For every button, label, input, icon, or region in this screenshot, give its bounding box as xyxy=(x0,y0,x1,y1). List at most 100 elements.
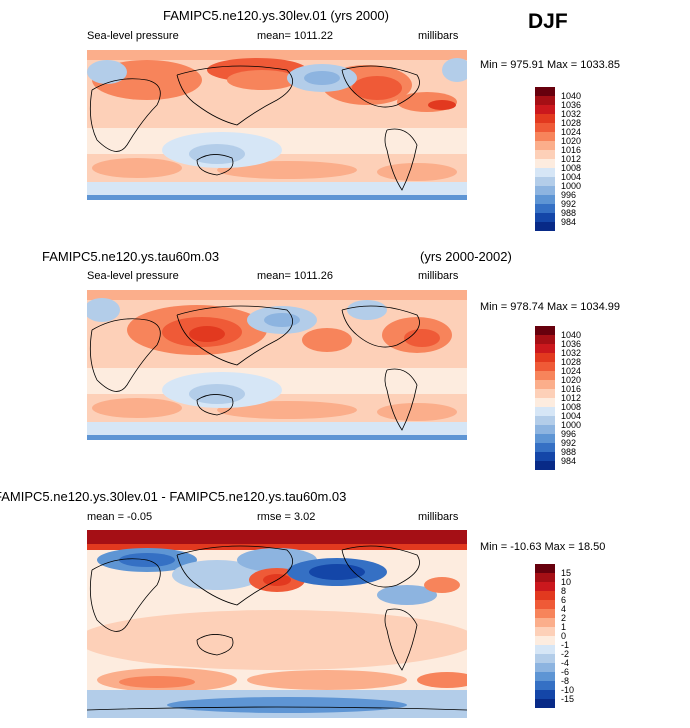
colorbar-label: 1012 xyxy=(561,154,582,164)
colorbar-cell xyxy=(535,699,555,708)
colorbar-cell xyxy=(535,452,555,461)
colorbar-cell xyxy=(535,141,555,150)
colorbar-cell xyxy=(535,150,555,159)
colorbar-label: 0 xyxy=(561,631,567,641)
colorbar-cell xyxy=(535,690,555,699)
colorbar-label: 988 xyxy=(561,208,577,218)
colorbar-label: -15 xyxy=(561,694,575,704)
colorbar-cell xyxy=(535,663,555,672)
colorbar-cell xyxy=(535,195,555,204)
colorbar-cell xyxy=(535,186,555,195)
colorbar-cell xyxy=(535,461,555,470)
panel3-mean: mean = -0.05 xyxy=(87,511,153,523)
colorbar-label: 984 xyxy=(561,456,577,466)
panel2-title: FAMIPC5.ne120.ys.tau60m.03 xyxy=(42,249,220,264)
colorbar-label: 1028 xyxy=(561,118,582,128)
colorbar-cell xyxy=(535,222,555,231)
season-label: DJF xyxy=(528,10,568,33)
panel2-years: (yrs 2000-2002) xyxy=(420,249,512,264)
colorbar-cell xyxy=(535,105,555,114)
colorbar-cell xyxy=(535,609,555,618)
colorbar-cell xyxy=(535,407,555,416)
colorbar-label: 4 xyxy=(561,604,567,614)
colorbar-label: 1008 xyxy=(561,402,582,412)
panel2-variable: Sea-level pressure xyxy=(87,270,179,282)
colorbar-cell xyxy=(535,618,555,627)
colorbar-label: 1000 xyxy=(561,181,582,191)
colorbar-label: 2 xyxy=(561,613,567,623)
colorbar-label: 1000 xyxy=(561,420,582,430)
panel3-rmse: rmse = 3.02 xyxy=(257,511,316,523)
colorbar-label: 992 xyxy=(561,199,577,209)
panel1-colorbar: 1040 1036 1032 1028 1024 1020 1016 1012 … xyxy=(535,87,605,239)
colorbar-label: 996 xyxy=(561,190,577,200)
colorbar-cell xyxy=(535,114,555,123)
colorbar-cell xyxy=(535,398,555,407)
colorbar-cell xyxy=(535,335,555,344)
panel1-variable: Sea-level pressure xyxy=(87,30,179,42)
panel1-map xyxy=(87,50,467,200)
colorbar-cell xyxy=(535,434,555,443)
colorbar-cell xyxy=(535,636,555,645)
colorbar-cell xyxy=(535,371,555,380)
colorbar-cell xyxy=(535,600,555,609)
colorbar-cell xyxy=(535,425,555,434)
colorbar-cell xyxy=(535,168,555,177)
colorbar-label: -1 xyxy=(561,640,570,650)
panel2-map xyxy=(87,290,467,440)
panel3-minmax: Min = -10.63 Max = 18.50 xyxy=(480,541,606,553)
colorbar-label: 1024 xyxy=(561,366,582,376)
colorbar-label: 1008 xyxy=(561,163,582,173)
panel3-map xyxy=(87,530,467,718)
colorbar-label: -4 xyxy=(561,658,570,668)
colorbar-label: 1012 xyxy=(561,393,582,403)
colorbar-label: 1032 xyxy=(561,109,582,119)
colorbar-cell xyxy=(535,416,555,425)
colorbar-label: 988 xyxy=(561,447,577,457)
colorbar-label: 984 xyxy=(561,217,577,227)
panel2-units: millibars xyxy=(418,270,459,282)
colorbar-cell xyxy=(535,132,555,141)
colorbar-label: 1032 xyxy=(561,348,582,358)
colorbar-label: 996 xyxy=(561,429,577,439)
colorbar-cell xyxy=(535,362,555,371)
colorbar-label: 1028 xyxy=(561,357,582,367)
panel1-units: millibars xyxy=(418,30,459,42)
colorbar-cell xyxy=(535,627,555,636)
colorbar-cell xyxy=(535,582,555,591)
colorbar-cell xyxy=(535,353,555,362)
colorbar-cell xyxy=(535,654,555,663)
panel2-minmax: Min = 978.74 Max = 1034.99 xyxy=(480,301,621,313)
colorbar-cell xyxy=(535,389,555,398)
colorbar-cell xyxy=(535,672,555,681)
panel3-colorbar: 15 10 8 6 4 2 1 0 -1 -2 -4 -6 -8 -10 -15 xyxy=(535,564,605,716)
colorbar-label: 1024 xyxy=(561,127,582,137)
colorbar-label: 1016 xyxy=(561,145,582,155)
colorbar-cell xyxy=(535,380,555,389)
colorbar-cell xyxy=(535,177,555,186)
colorbar-label: 8 xyxy=(561,586,567,596)
colorbar-cell xyxy=(535,573,555,582)
colorbar-label: 1040 xyxy=(561,91,582,101)
panel3-title: FAMIPC5.ne120.ys.30lev.01 - FAMIPC5.ne12… xyxy=(0,489,347,504)
colorbar-cell xyxy=(535,443,555,452)
panel3-map-svg xyxy=(87,530,467,718)
colorbar-label: 10 xyxy=(561,577,572,587)
colorbar-cell xyxy=(535,213,555,222)
colorbar-label: 1004 xyxy=(561,411,582,421)
panel2-map-svg xyxy=(87,290,467,440)
colorbar-label: 1 xyxy=(561,622,567,632)
panel1-minmax: Min = 975.91 Max = 1033.85 xyxy=(480,59,621,71)
panel1-mean: mean= 1011.22 xyxy=(257,30,333,42)
colorbar-cell xyxy=(535,564,555,573)
colorbar-label: -8 xyxy=(561,676,570,686)
colorbar-label: 1004 xyxy=(561,172,582,182)
colorbar-cell xyxy=(535,87,555,96)
colorbar-cell xyxy=(535,326,555,335)
colorbar-cell xyxy=(535,123,555,132)
panel1-title: FAMIPC5.ne120.ys.30lev.01 (yrs 2000) xyxy=(163,8,389,23)
panel2-colorbar: 1040 1036 1032 1028 1024 1020 1016 1012 … xyxy=(535,326,605,478)
colorbar-cell xyxy=(535,96,555,105)
colorbar-label: 1040 xyxy=(561,330,582,340)
colorbar-label: 1036 xyxy=(561,100,582,110)
